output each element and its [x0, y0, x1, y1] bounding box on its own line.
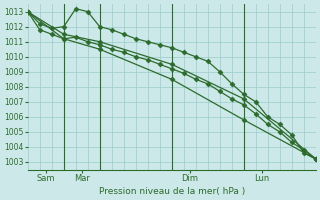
- X-axis label: Pression niveau de la mer( hPa ): Pression niveau de la mer( hPa ): [99, 187, 245, 196]
